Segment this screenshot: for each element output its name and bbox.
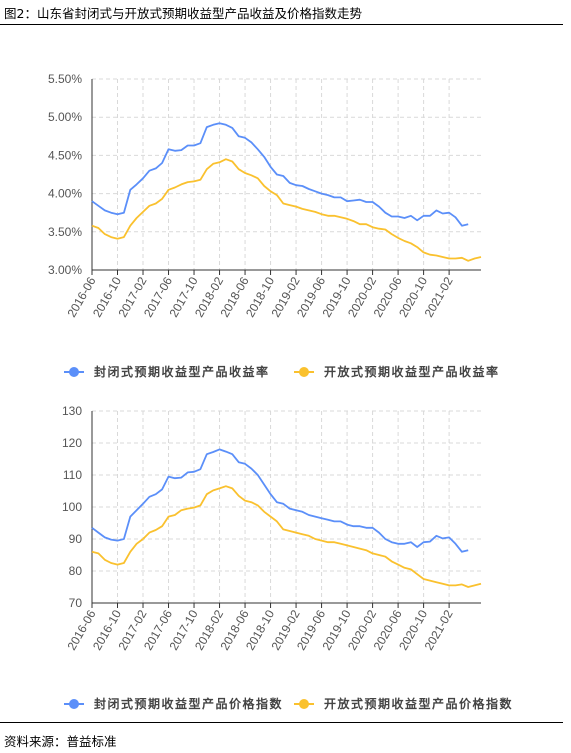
- legend-item-2: 开放式预期收益型产品收益率: [294, 364, 500, 379]
- y-tick-label: 130: [62, 404, 82, 418]
- legend-label: 开放式预期收益型产品价格指数: [324, 696, 513, 711]
- y-tick-label: 70: [69, 596, 83, 610]
- y-tick-label: 120: [62, 436, 82, 450]
- legend-item-1: 封闭式预期收益型产品价格指数: [64, 696, 283, 711]
- series-line-1: [91, 122, 469, 227]
- series-line-2: [91, 485, 482, 588]
- legend-label: 封闭式预期收益型产品价格指数: [94, 696, 283, 711]
- y-tick-label: 100: [62, 500, 82, 514]
- price-index-chart: 7080901001101201302016-062016-102017-022…: [62, 404, 513, 711]
- series-line-1: [91, 448, 469, 553]
- y-tick-label: 3.50%: [48, 225, 82, 239]
- legend-label: 开放式预期收益型产品收益率: [324, 364, 500, 379]
- legend-label: 封闭式预期收益型产品收益率: [94, 364, 270, 379]
- y-tick-label: 80: [69, 564, 83, 578]
- y-tick-label: 90: [69, 532, 83, 546]
- yield-chart: 3.00%3.50%4.00%4.50%5.00%5.50%2016-06201…: [48, 72, 500, 379]
- legend-item-2: 开放式预期收益型产品价格指数: [294, 696, 513, 711]
- y-tick-label: 4.50%: [48, 148, 82, 162]
- y-tick-label: 5.50%: [48, 72, 82, 86]
- legend-marker: [69, 367, 79, 377]
- bottom-rule: [0, 722, 563, 723]
- y-tick-label: 4.00%: [48, 187, 82, 201]
- y-tick-label: 110: [63, 468, 82, 482]
- series-line-2: [91, 158, 482, 262]
- legend-marker: [69, 699, 79, 709]
- source-note: 资料来源：普益标准: [4, 734, 117, 749]
- y-tick-label: 3.00%: [48, 263, 82, 277]
- legend-marker: [299, 367, 309, 377]
- legend-item-1: 封闭式预期收益型产品收益率: [64, 364, 270, 379]
- legend-marker: [299, 699, 309, 709]
- y-tick-label: 5.00%: [48, 110, 82, 124]
- top-rule: [0, 24, 563, 25]
- figure-title: 图2：山东省封闭式与开放式预期收益型产品收益及价格指数走势: [4, 6, 362, 21]
